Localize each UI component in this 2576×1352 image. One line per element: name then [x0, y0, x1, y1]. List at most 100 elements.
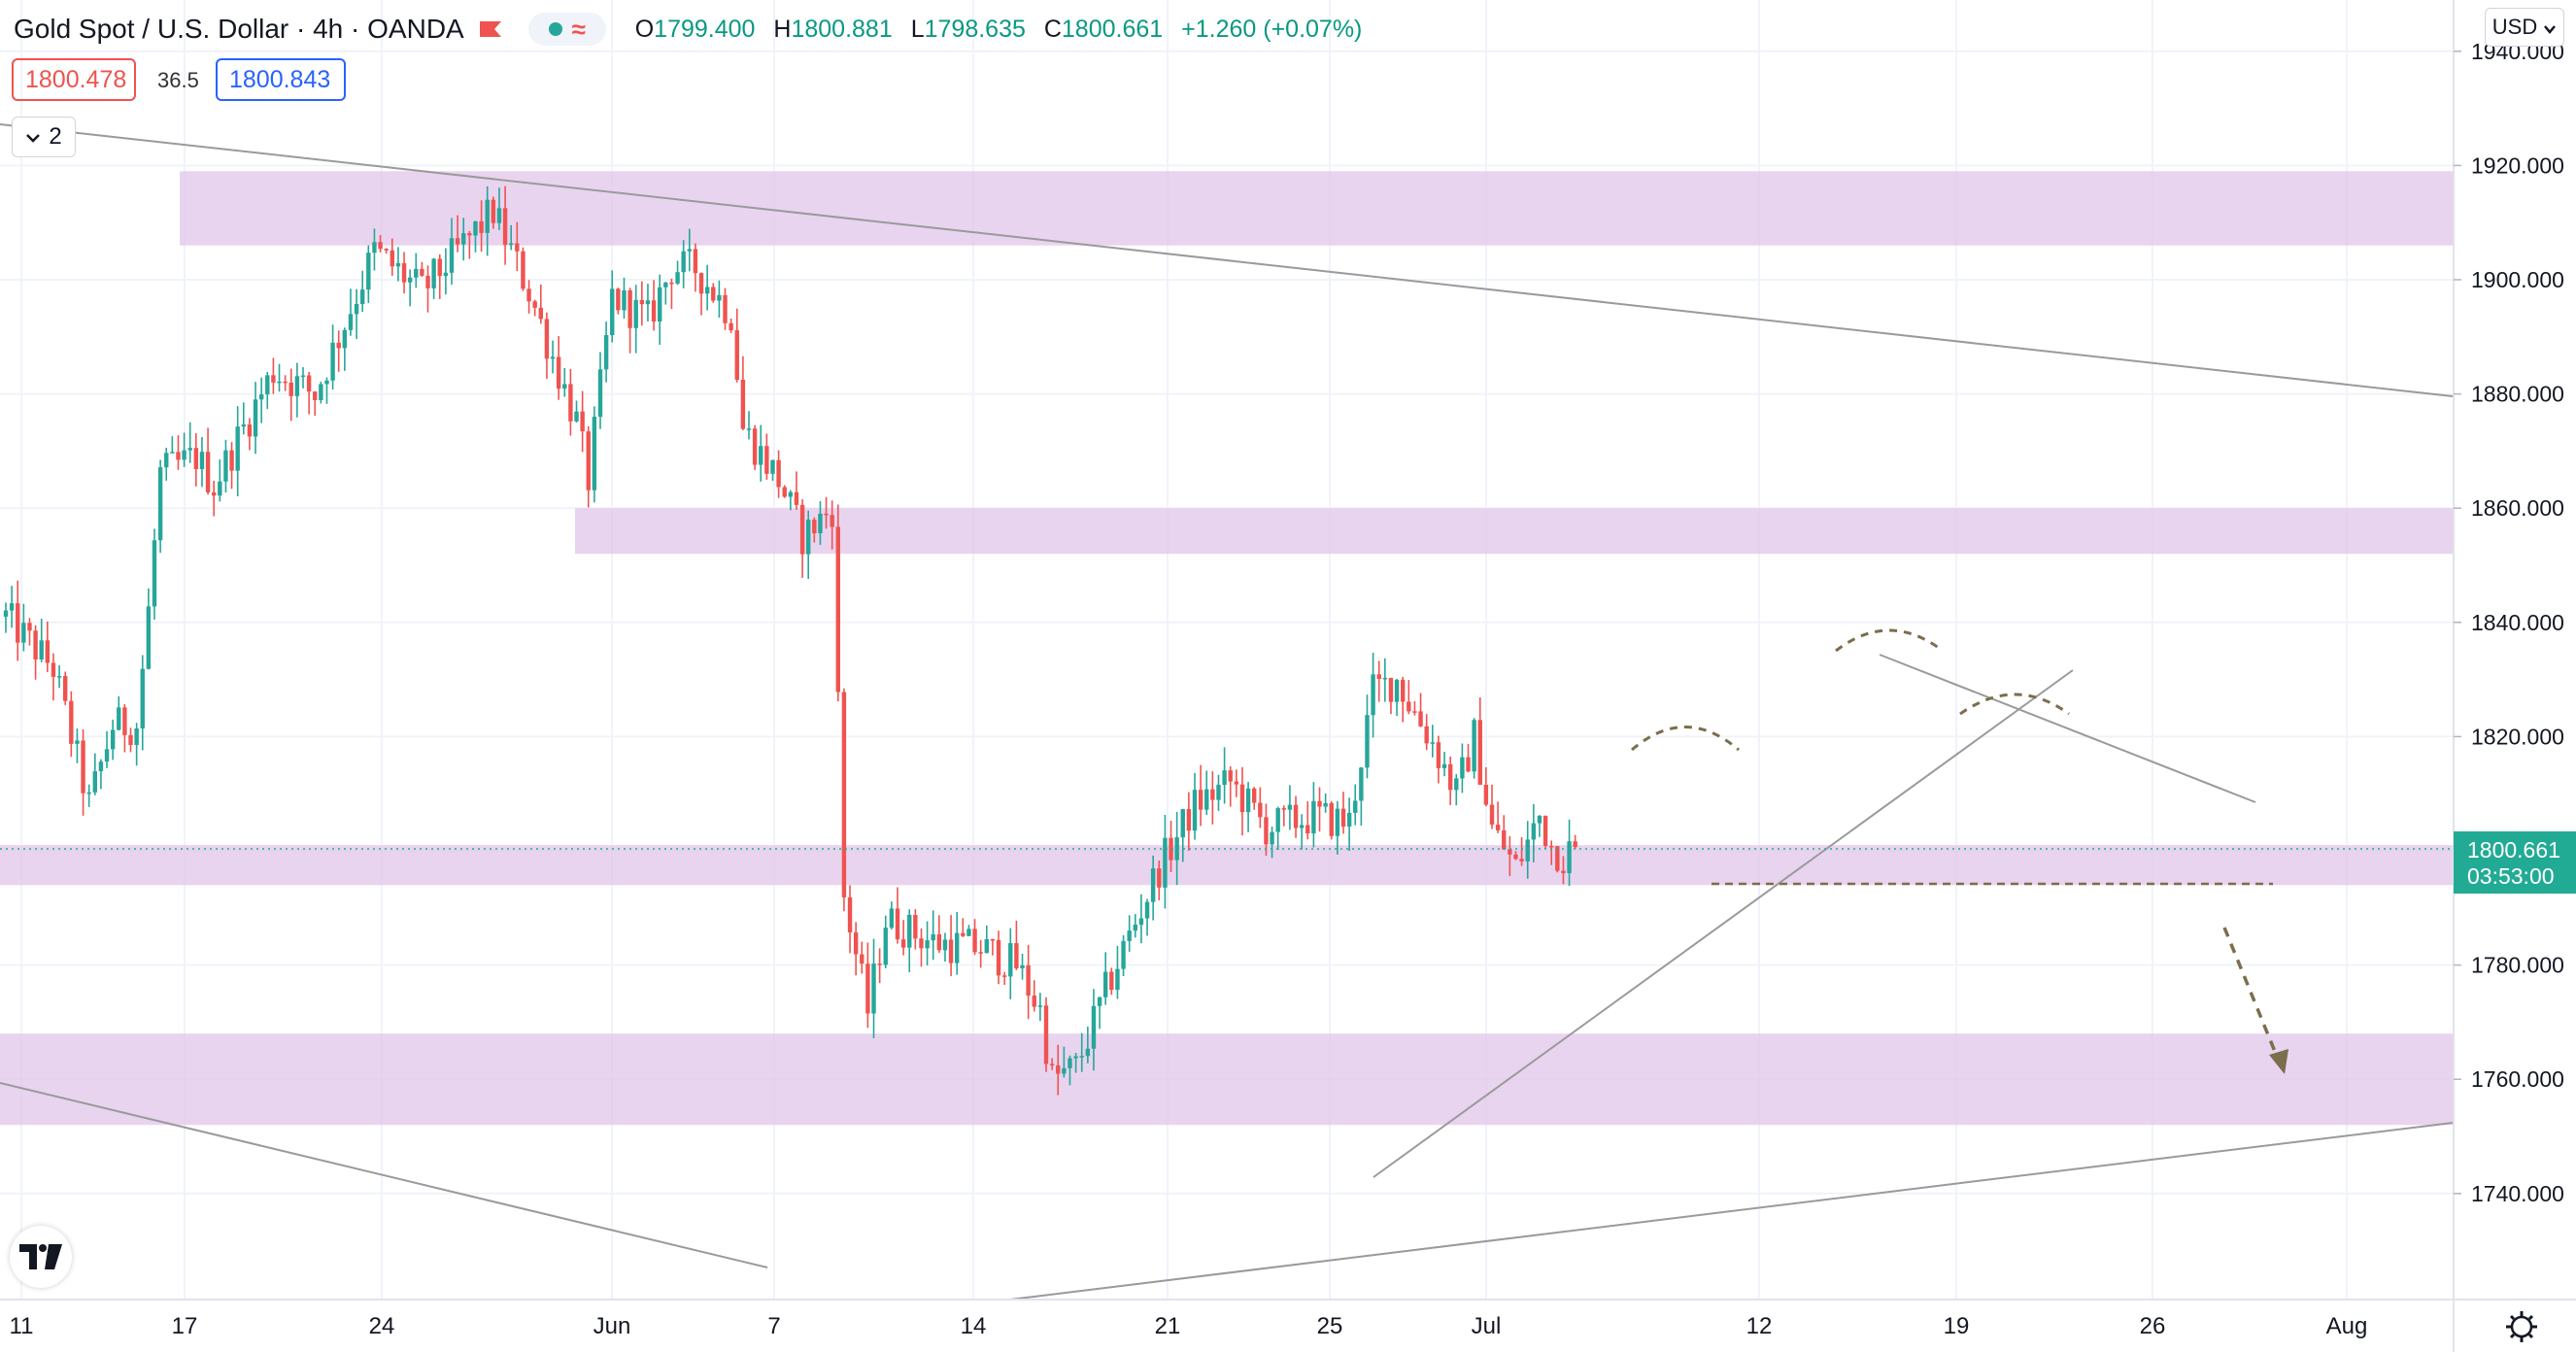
y-tick-label: 1820.000: [2471, 724, 2564, 749]
candle: [984, 925, 989, 954]
candle: [526, 280, 531, 314]
candle: [1121, 934, 1126, 976]
trendline-drawings[interactable]: [0, 123, 2454, 1301]
candle: [348, 288, 354, 336]
candle: [258, 377, 264, 423]
candle: [128, 727, 133, 753]
candle: [86, 784, 91, 807]
candle: [467, 230, 472, 259]
sell-button[interactable]: 1800.478: [12, 58, 136, 101]
candle: [491, 196, 496, 229]
candle: [1239, 766, 1245, 836]
candle: [1079, 1032, 1084, 1072]
y-tick-label: 1880.000: [2471, 382, 2564, 407]
ohlc-values: O1799.400 H1800.881 L1798.635 C1800.661 …: [634, 15, 1363, 43]
x-tick-label: Jul: [1472, 1313, 1502, 1339]
candle: [1150, 855, 1156, 921]
price-zone[interactable]: [180, 171, 2454, 246]
x-tick-label: 17: [172, 1313, 198, 1339]
head-arc: [1835, 628, 1944, 653]
candle: [271, 357, 276, 394]
candle: [948, 915, 954, 977]
candle: [1245, 782, 1251, 832]
y-tick-label: 1860.000: [2471, 495, 2564, 521]
lower-left-trendline[interactable]: [0, 1082, 768, 1268]
candle: [847, 885, 853, 954]
candle: [1561, 856, 1566, 885]
candle: [117, 695, 121, 731]
candle: [342, 327, 348, 371]
x-tick-label: 21: [1155, 1313, 1181, 1339]
chevron-down-icon: [25, 123, 41, 151]
y-axis[interactable]: 1940.0001920.0001900.0001880.0001860.000…: [2454, 39, 2564, 1206]
x-tick-label: 11: [10, 1313, 34, 1339]
candle: [1091, 989, 1097, 1071]
candle: [841, 688, 847, 912]
settings-gear-icon[interactable]: [2506, 1311, 2537, 1342]
candle: [265, 371, 270, 410]
symbol-title[interactable]: Gold Spot / U.S. Dollar · 4h · OANDA: [14, 14, 464, 44]
tradingview-logo-icon[interactable]: [10, 1226, 72, 1288]
candle: [936, 915, 942, 953]
candlestick-series: [3, 186, 1577, 1096]
candle: [1133, 914, 1137, 938]
candle: [907, 909, 912, 973]
candle: [799, 498, 805, 578]
candle: [1542, 815, 1548, 849]
candle: [277, 363, 282, 392]
currency-label: USD: [2491, 15, 2538, 39]
candle: [1275, 806, 1280, 850]
candle: [663, 282, 668, 305]
chart-header: Gold Spot / U.S. Dollar · 4h · OANDA ≈ O…: [14, 10, 1362, 49]
candle: [496, 187, 502, 230]
candle: [704, 264, 710, 311]
price-zone[interactable]: [575, 508, 2454, 555]
candle: [247, 418, 253, 451]
candle: [770, 459, 775, 481]
last-price-label: 1800.661 03:53:00: [2454, 831, 2576, 894]
candle: [372, 228, 377, 271]
lower-rising-trendline[interactable]: [1009, 1122, 2454, 1301]
x-tick-label: 12: [1746, 1313, 1773, 1339]
candle: [455, 215, 460, 253]
price-zone[interactable]: [0, 1033, 2454, 1126]
currency-selector[interactable]: USD: [2485, 8, 2564, 47]
candle: [639, 281, 645, 326]
candle: [193, 433, 199, 487]
candle: [1555, 845, 1560, 873]
candle: [1323, 794, 1328, 813]
rising-channel-trendline[interactable]: [1373, 669, 2074, 1178]
y-tick-label: 1920.000: [2471, 152, 2564, 178]
candle: [1483, 766, 1489, 807]
candle: [687, 228, 692, 272]
candle: [431, 257, 436, 299]
candle: [39, 618, 44, 662]
candle: [69, 691, 74, 758]
price-zone[interactable]: [0, 845, 2454, 886]
candle: [253, 382, 258, 455]
candle: [425, 265, 430, 313]
candle: [556, 336, 561, 400]
y-tick-label: 1760.000: [2471, 1066, 2564, 1092]
last-price-value: 1800.661: [2467, 837, 2560, 862]
candle: [1109, 967, 1114, 996]
flag-icon[interactable]: [479, 21, 501, 37]
projection-arrow-head: [2269, 1049, 2288, 1074]
candle: [1508, 835, 1512, 877]
candle: [1026, 944, 1031, 1020]
candle: [152, 528, 157, 620]
candle: [895, 887, 900, 944]
buy-button[interactable]: 1800.843: [216, 58, 346, 101]
market-status-pill[interactable]: ≈: [527, 13, 606, 46]
candle: [395, 247, 401, 282]
candle: [990, 938, 996, 956]
candle: [1513, 851, 1518, 861]
upper-descending-trendline[interactable]: [0, 123, 2454, 397]
x-axis[interactable]: 11 17 24 Jun 7 14 21 25 Jul 12 19 26 Aug: [10, 1313, 2368, 1339]
indicators-toggle-button[interactable]: 2: [12, 117, 76, 157]
candle: [170, 436, 175, 454]
candle: [1103, 952, 1108, 1005]
short-descending-trendline[interactable]: [1879, 654, 2256, 803]
candle: [1299, 814, 1305, 850]
